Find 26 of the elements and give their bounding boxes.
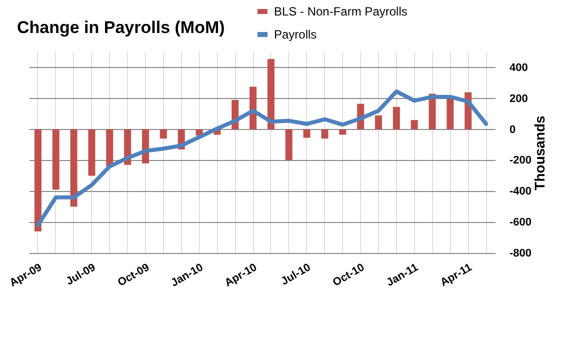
bar xyxy=(106,129,114,166)
y2-tick-label: -800 xyxy=(510,248,532,260)
bar xyxy=(339,129,346,135)
y2-tick-label: 200 xyxy=(510,92,528,105)
bar xyxy=(267,58,274,130)
bar xyxy=(303,129,310,138)
bar xyxy=(160,129,167,139)
legend-label: BLS - Non-Farm Payrolls xyxy=(274,4,408,18)
y2-axis-title: Thousands xyxy=(532,115,548,190)
y2-tick-label: -600 xyxy=(510,216,532,229)
bar xyxy=(285,129,292,160)
y2-tick-label: 400 xyxy=(510,62,528,74)
y2-tick-label: -400 xyxy=(510,186,532,198)
bar xyxy=(392,106,400,130)
legend-label: Payrolls xyxy=(274,28,317,42)
y2-tick-label: -200 xyxy=(510,154,532,167)
bar xyxy=(88,129,96,176)
line-series xyxy=(36,89,488,228)
bar xyxy=(375,115,382,130)
bar xyxy=(410,120,418,130)
bar xyxy=(321,129,328,139)
bar xyxy=(34,129,42,232)
chart-title: Change in Payrolls (MoM) xyxy=(17,18,225,37)
bar xyxy=(70,129,78,207)
bar xyxy=(52,129,60,190)
y2-tick-label: 0 xyxy=(510,124,516,136)
